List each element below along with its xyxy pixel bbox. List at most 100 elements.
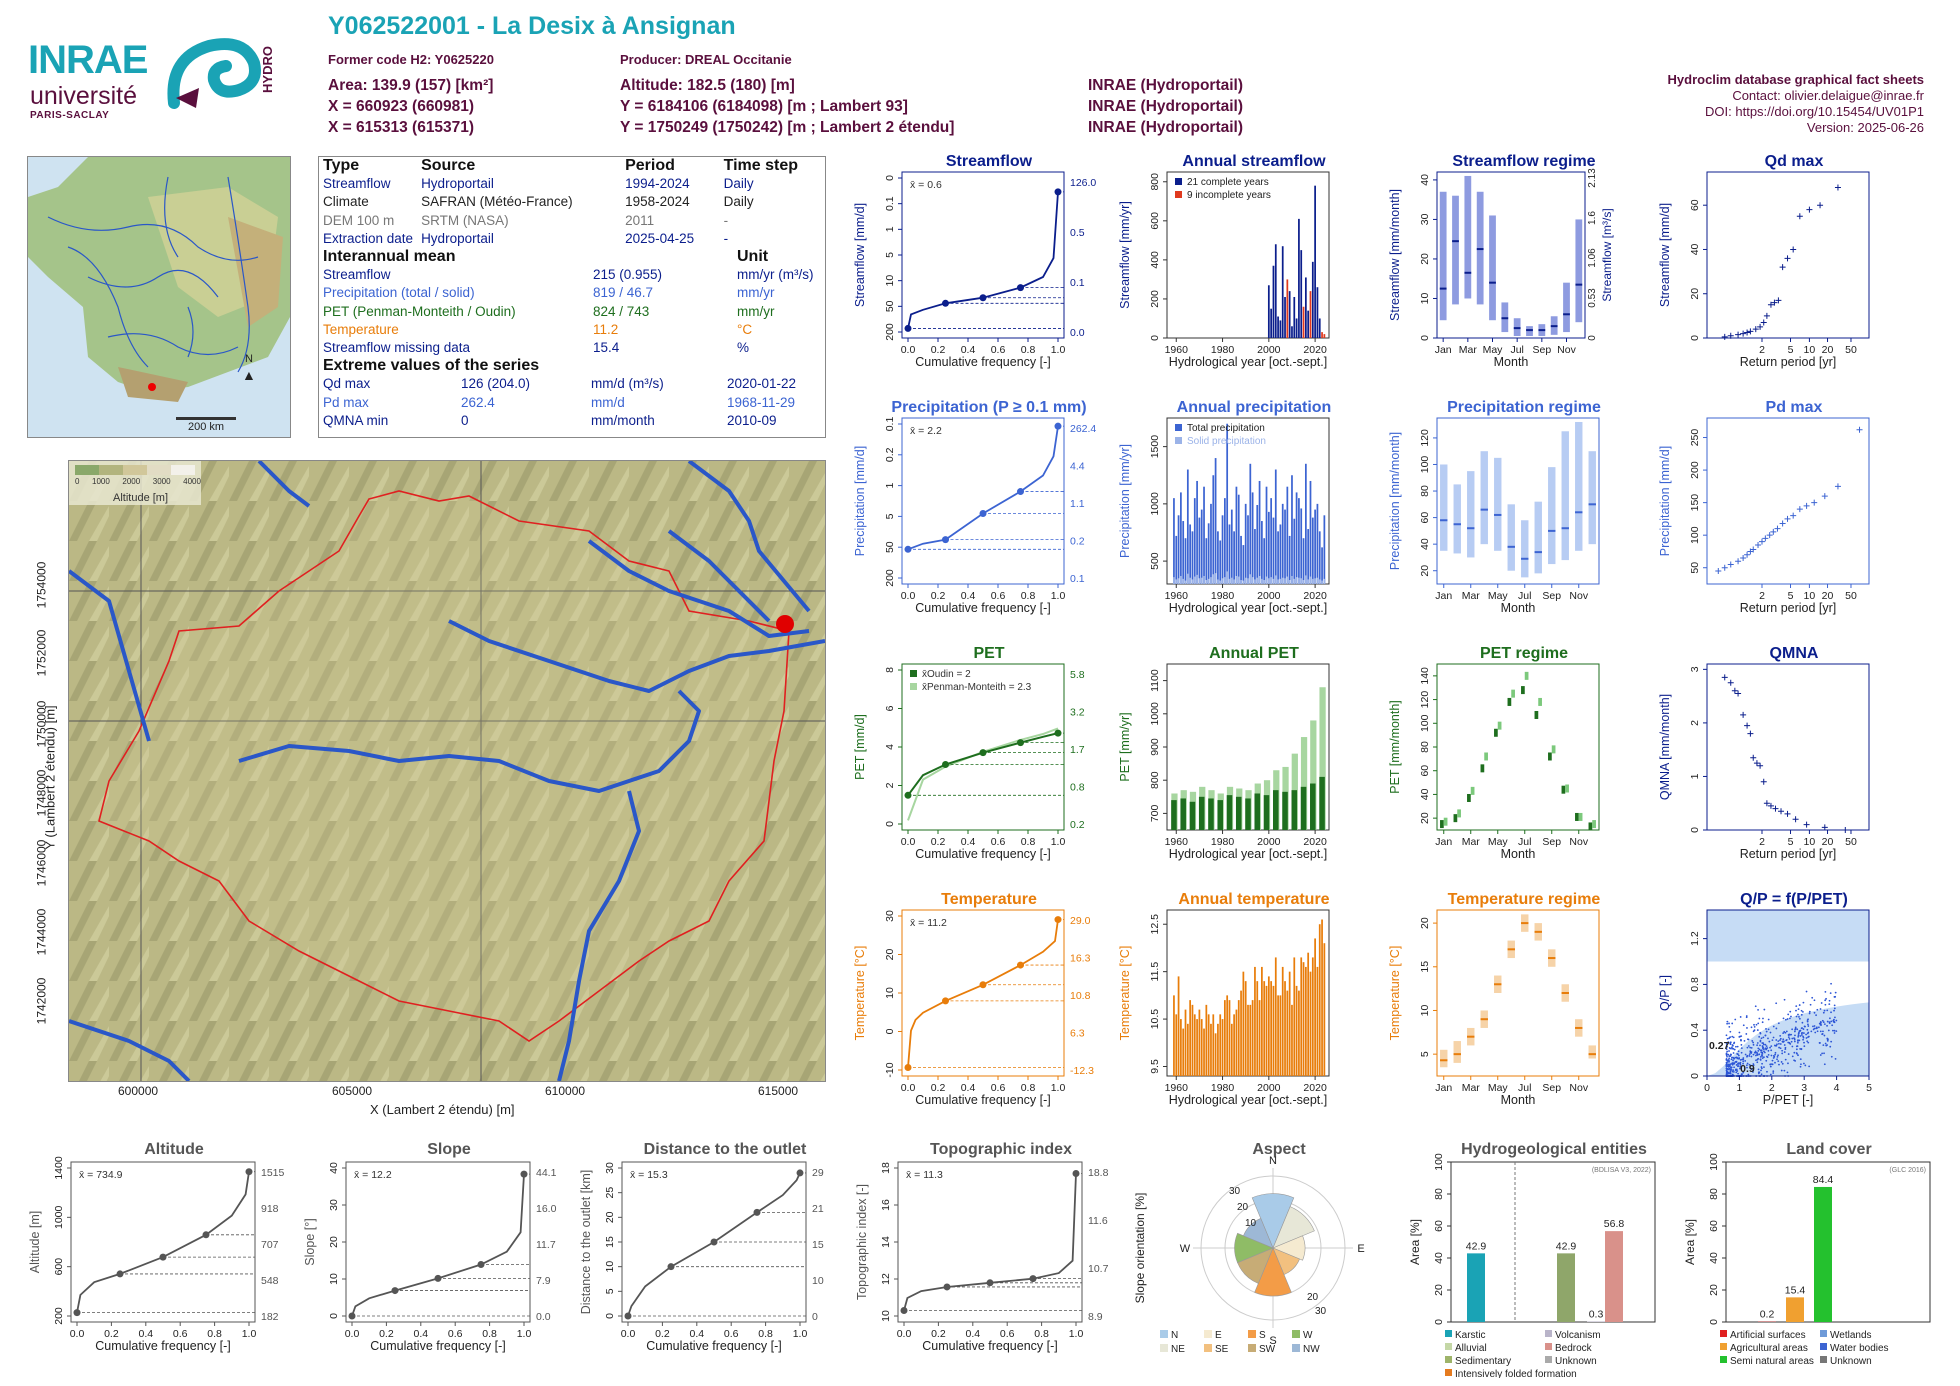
regime-oudin (1561, 785, 1566, 794)
y-tick-label: 20 (1419, 812, 1431, 824)
chart-title: Land cover (1786, 1141, 1871, 1158)
x-axis-label: Cumulative frequency [-] (646, 1339, 781, 1353)
regime-box (1489, 215, 1496, 321)
altitude-legend-title: Altitude [m] (113, 492, 169, 504)
right-label: 4.4 (1070, 461, 1085, 473)
scatter-point (1735, 1045, 1737, 1048)
altitude-legend-ticks: 0 1000 2000 3000 4000 (75, 477, 201, 486)
regime-box (1453, 1041, 1461, 1063)
x-tick-label: 5 (1788, 590, 1794, 602)
bar-solid (1173, 577, 1175, 584)
legend-swatch (1445, 1343, 1452, 1350)
y-tick-label: 5 (604, 1288, 616, 1294)
y-tick-label: 0.4 (1689, 1023, 1701, 1038)
altitude-legend-tick: 4000 (183, 477, 201, 486)
logo-block: INRAE université PARIS-SACLAY HYDRO (24, 38, 284, 128)
ex-value: 0 (461, 412, 469, 428)
y-tick-label: 0 (1689, 827, 1701, 833)
scatter-point (1819, 1054, 1822, 1056)
scatter-point (1763, 1050, 1765, 1053)
scatter-point (1787, 1062, 1789, 1065)
regime-oudin (1575, 812, 1579, 821)
bar (1309, 291, 1312, 338)
scatter-point (1787, 1053, 1790, 1055)
bar (1177, 515, 1180, 584)
ex-date: 1968-11-29 (727, 394, 796, 410)
series-line (907, 727, 1059, 821)
ex-label: QMNA min (323, 412, 389, 428)
scatter-point (1775, 1002, 1778, 1005)
ring-label: 10 (1245, 1218, 1257, 1229)
x-tick-label: 0.4 (138, 1328, 153, 1340)
y-tick-label: 40 (1419, 538, 1431, 550)
scatter-point (1765, 1045, 1768, 1048)
bar (1177, 976, 1180, 1076)
scatter-point (1756, 1044, 1759, 1047)
scatter-point (1799, 1030, 1801, 1033)
scatter-point (1804, 1064, 1807, 1067)
y-axis-label: Altitude [m] (28, 1211, 42, 1274)
return-point (1758, 538, 1765, 545)
x-axis-label: Cumulative frequency [-] (95, 1339, 230, 1353)
scatter-point (1814, 1031, 1817, 1034)
bar (1226, 423, 1229, 584)
scatter-point (1817, 1026, 1820, 1029)
y-tick-label: 20 (1689, 288, 1701, 300)
page-title: Y062522001 - La Desix à Ansignan (328, 12, 736, 40)
regime-oudin (1548, 752, 1552, 761)
scatter-point (1764, 1043, 1767, 1046)
ex-value: 126 (204.0) (461, 376, 531, 392)
legend-swatch (910, 683, 917, 690)
scatter-point (1732, 1059, 1734, 1062)
bar (1270, 981, 1273, 1076)
bar (1198, 1009, 1201, 1076)
scatter-point (1828, 1022, 1831, 1025)
bar (1235, 486, 1238, 584)
basin-map-ytick: 1746000 (34, 839, 49, 887)
return-point (1763, 800, 1770, 807)
bar (1265, 985, 1268, 1076)
ex-date: 2010-09 (727, 412, 777, 428)
scatter-point (1772, 1036, 1775, 1039)
return-point (1763, 312, 1770, 319)
bar (1240, 990, 1242, 1076)
y-tick-label: 1500 (1149, 435, 1161, 459)
scatter-point (1771, 1059, 1774, 1062)
basin-map-xtick: 605000 (332, 1084, 373, 1098)
scatter-point (1752, 1071, 1754, 1073)
scatter-point (1774, 1044, 1777, 1047)
scatter-point (1826, 1038, 1829, 1041)
scatter-point (1759, 1056, 1762, 1058)
right-label: 182 (261, 1311, 279, 1323)
bar (1207, 523, 1210, 584)
y-tick-label: 100 (1433, 1153, 1445, 1171)
ia-value: 15.4 (593, 340, 620, 356)
x-tick-label: 10 (1804, 590, 1816, 602)
scatter-point (1821, 1033, 1824, 1036)
mean-label: x̄ = 0.6 (910, 179, 942, 191)
scatter-point (1791, 1055, 1794, 1058)
source-2: INRAE (Hydroportail) (1088, 98, 1243, 115)
scatter-point (1793, 1030, 1796, 1033)
legend-label: Unknown (1555, 1356, 1597, 1367)
info-cell: - (723, 230, 729, 246)
bar (1182, 1028, 1185, 1076)
x-axis-label: Cumulative frequency [-] (915, 355, 1050, 369)
x-tick-label: 5 (1788, 836, 1794, 848)
scatter-point (1785, 1039, 1788, 1041)
y-tick-label: 80 (1419, 741, 1431, 753)
bar (1242, 545, 1245, 584)
scatter-point (1727, 1041, 1730, 1044)
chart-panel-8: PET Cumulative frequency [-] PET [mm/d] 0.0… (853, 645, 1085, 861)
scatter-point (1791, 1045, 1794, 1048)
chart-panel-9: Annual PET Hydrological year [oct.-sept.]… (1118, 645, 1330, 861)
ex-unit: mm/d (m³/s) (591, 376, 664, 392)
scatter-point (1760, 1067, 1763, 1070)
header-right-block: Hydroclim database graphical fact sheets… (1668, 72, 1924, 136)
bar-solid (1240, 579, 1242, 584)
bar (1319, 776, 1325, 830)
y-tick-label: 80 (1419, 485, 1431, 497)
area: Area: 139.9 (157) [km²] (328, 77, 494, 94)
mean-label: x̄ = 734.9 (79, 1169, 123, 1181)
scatter-point (1798, 1039, 1801, 1042)
